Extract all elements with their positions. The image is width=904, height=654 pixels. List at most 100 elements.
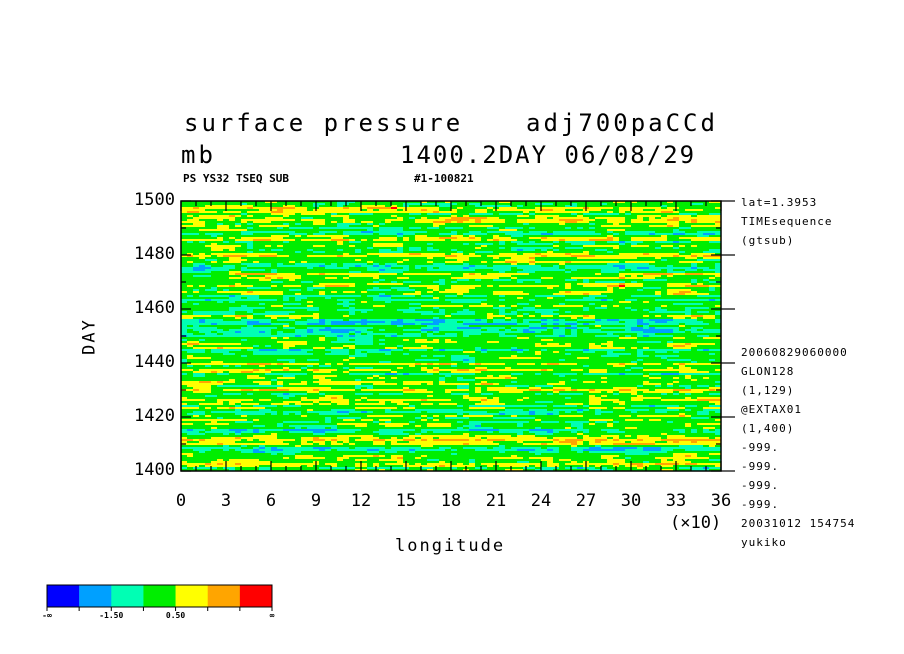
heatmap-cell — [457, 261, 464, 264]
heatmap-cell — [691, 215, 698, 218]
heatmap-cell — [325, 239, 332, 242]
heatmap-cell — [439, 225, 446, 228]
heatmap-cell — [355, 227, 362, 230]
heatmap-cell — [595, 201, 602, 204]
heatmap-cell — [595, 209, 602, 212]
heatmap-cell — [199, 247, 206, 250]
chart-title: surface pressure — [184, 109, 464, 137]
heatmap-cell — [703, 223, 710, 226]
heatmap-cell — [553, 257, 560, 260]
heatmap-cell — [337, 235, 344, 238]
heatmap-cell — [565, 255, 572, 258]
heatmap-cell — [499, 211, 506, 214]
heatmap-cell — [655, 259, 662, 262]
heatmap-cell — [391, 257, 398, 260]
heatmap-cell — [499, 251, 506, 254]
heatmap-cell — [547, 235, 554, 238]
heatmap-cell — [547, 253, 554, 256]
heatmap-cell — [487, 209, 494, 212]
heatmap-cell — [637, 225, 644, 228]
heatmap-cell — [463, 219, 470, 222]
heatmap-cell — [319, 243, 326, 246]
heatmap-cell — [307, 223, 314, 226]
heatmap-cell — [703, 221, 710, 224]
heatmap-cell — [589, 249, 596, 252]
heatmap-cell — [217, 263, 224, 266]
heatmap-cell — [571, 201, 578, 204]
heatmap-cell — [643, 221, 650, 224]
heatmap-cell — [541, 219, 548, 222]
heatmap-cell — [433, 233, 440, 236]
heatmap-cell — [445, 231, 452, 234]
heatmap-cell — [499, 243, 506, 246]
heatmap-cell — [475, 249, 482, 252]
heatmap-cell — [463, 237, 470, 240]
heatmap-cell — [565, 259, 572, 262]
heatmap-cell — [613, 219, 620, 222]
heatmap-cell — [271, 233, 278, 236]
heatmap-cell — [703, 245, 710, 248]
heatmap-cell — [685, 261, 692, 264]
heatmap-cell — [601, 257, 608, 260]
heatmap-cell — [499, 203, 506, 206]
heatmap-cell — [217, 259, 224, 262]
heatmap-cell — [697, 255, 704, 258]
heatmap-cell — [181, 235, 188, 238]
heatmap-cell — [463, 243, 470, 246]
heatmap-cell — [439, 255, 446, 258]
heatmap-cell — [463, 229, 470, 232]
heatmap-cell — [211, 239, 218, 242]
heatmap-cell — [319, 233, 326, 236]
heatmap-cell — [421, 243, 428, 246]
heatmap-cell — [199, 205, 206, 208]
heatmap-cell — [469, 251, 476, 254]
heatmap-cell — [229, 233, 236, 236]
heatmap-cell — [667, 239, 674, 242]
heatmap-cell — [571, 225, 578, 228]
heatmap-cell — [631, 201, 638, 204]
heatmap-cell — [421, 233, 428, 236]
heatmap-cell — [475, 235, 482, 238]
heatmap-cell — [409, 225, 416, 228]
heatmap-cell — [523, 215, 530, 218]
heatmap-cell — [655, 231, 662, 234]
heatmap-cell — [691, 231, 698, 234]
heatmap-cell — [439, 249, 446, 252]
heatmap-cell — [469, 207, 476, 210]
heatmap-cell — [589, 235, 596, 238]
heatmap-cell — [391, 259, 398, 262]
heatmap-cell — [673, 243, 680, 246]
heatmap-cell — [403, 229, 410, 232]
heatmap-cell — [703, 237, 710, 240]
heatmap-cell — [517, 247, 524, 250]
heatmap-cell — [229, 243, 236, 246]
heatmap-cell — [223, 211, 230, 214]
heatmap-cell — [229, 259, 236, 262]
heatmap-cell — [589, 227, 596, 230]
heatmap-cell — [673, 245, 680, 248]
heatmap-cell — [229, 211, 236, 214]
heatmap-cell — [349, 247, 356, 250]
heatmap-cell — [283, 209, 290, 212]
heatmap-cell — [613, 235, 620, 238]
heatmap-cell — [601, 207, 608, 210]
heatmap-cell — [235, 203, 242, 206]
heatmap-cell — [349, 219, 356, 222]
heatmap-cell — [325, 223, 332, 226]
heatmap-cell — [523, 247, 530, 250]
heatmap-cell — [619, 217, 626, 220]
heatmap-cell — [319, 249, 326, 252]
heatmap-cell — [553, 237, 560, 240]
heatmap-cell — [595, 255, 602, 258]
heatmap-cell — [643, 249, 650, 252]
heatmap-cell — [493, 253, 500, 256]
heatmap-cell — [643, 257, 650, 260]
heatmap-cell — [361, 205, 368, 208]
heatmap-cell — [535, 207, 542, 210]
heatmap-cell — [691, 217, 698, 220]
heatmap-cell — [277, 225, 284, 228]
heatmap-cell — [619, 237, 626, 240]
heatmap-cell — [205, 207, 212, 210]
heatmap-cell — [589, 241, 596, 244]
heatmap-cell — [685, 233, 692, 236]
